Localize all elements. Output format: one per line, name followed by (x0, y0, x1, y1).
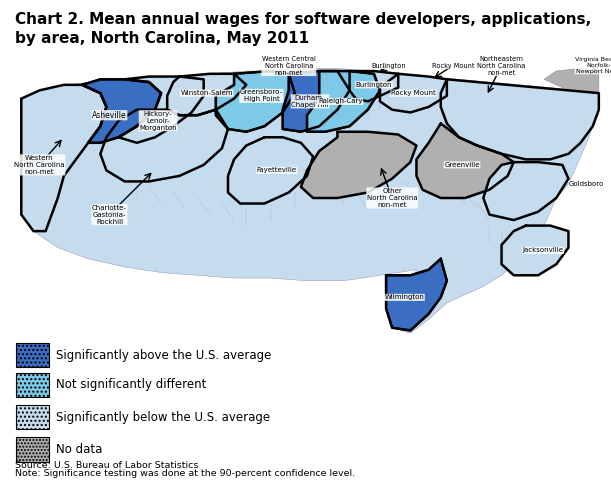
Polygon shape (82, 79, 161, 143)
Polygon shape (283, 71, 349, 132)
Bar (16, 343, 49, 368)
Text: Note: Significance testing was done at the 90-percent confidence level.: Note: Significance testing was done at t… (15, 469, 356, 479)
Polygon shape (167, 74, 246, 115)
Bar (16, 405, 49, 429)
Polygon shape (417, 123, 514, 198)
Polygon shape (544, 68, 599, 93)
Text: Burlington: Burlington (356, 82, 392, 88)
Polygon shape (502, 226, 568, 276)
Polygon shape (119, 76, 203, 143)
Polygon shape (228, 137, 313, 204)
Text: by area, North Carolina, May 2011: by area, North Carolina, May 2011 (15, 31, 309, 46)
Polygon shape (349, 71, 398, 101)
Text: Winston-Salem: Winston-Salem (180, 90, 233, 96)
Polygon shape (21, 85, 106, 231)
Text: Rocky Mount: Rocky Mount (432, 62, 474, 69)
Polygon shape (307, 71, 380, 132)
Text: Jacksonville: Jacksonville (522, 248, 563, 253)
Text: Raleigh-Cary: Raleigh-Cary (318, 98, 363, 104)
Polygon shape (21, 68, 599, 333)
Text: Western
North Carolina
non-met: Western North Carolina non-met (14, 155, 65, 175)
Text: Northeastern
North Carolina
non-met: Northeastern North Carolina non-met (477, 56, 525, 75)
Polygon shape (386, 259, 447, 330)
Text: Hickory-
Lenoir-
Morganton: Hickory- Lenoir- Morganton (139, 111, 177, 131)
Text: Fayetteville: Fayetteville (257, 168, 297, 173)
Text: No data: No data (56, 443, 102, 456)
Polygon shape (483, 162, 568, 220)
Polygon shape (100, 110, 228, 181)
Text: Rocky Mount: Rocky Mount (391, 90, 436, 96)
Bar (16, 373, 49, 397)
Text: Wilmington: Wilmington (384, 294, 424, 300)
Text: Durham-
Chapel Hill: Durham- Chapel Hill (291, 95, 329, 108)
Text: Greensboro-
High Point: Greensboro- High Point (240, 89, 283, 102)
Text: Greenville: Greenville (444, 162, 480, 168)
Bar (16, 437, 49, 462)
Text: Not significantly different: Not significantly different (56, 378, 207, 392)
Text: Other
North Carolina
non-met: Other North Carolina non-met (367, 188, 417, 208)
Text: Western Central
North Carolina
non-met: Western Central North Carolina non-met (262, 56, 316, 75)
Polygon shape (380, 74, 447, 112)
Polygon shape (441, 79, 599, 159)
Text: Significantly below the U.S. average: Significantly below the U.S. average (56, 411, 270, 424)
Text: Virginia Beach-
Norfolk-
Newport News: Virginia Beach- Norfolk- Newport News (575, 57, 611, 74)
Text: Asheville: Asheville (92, 111, 126, 120)
Polygon shape (301, 132, 417, 198)
Text: Charlotte-
Gastonia-
Rockhill: Charlotte- Gastonia- Rockhill (92, 204, 127, 225)
Text: Burlington: Burlington (371, 62, 406, 69)
Polygon shape (216, 71, 295, 132)
Text: Goldsboro: Goldsboro (569, 181, 604, 187)
Text: Source: U.S. Bureau of Labor Statistics: Source: U.S. Bureau of Labor Statistics (15, 461, 199, 470)
Text: Significantly above the U.S. average: Significantly above the U.S. average (56, 349, 271, 362)
Text: Chart 2. Mean annual wages for software developers, applications,: Chart 2. Mean annual wages for software … (15, 12, 591, 27)
